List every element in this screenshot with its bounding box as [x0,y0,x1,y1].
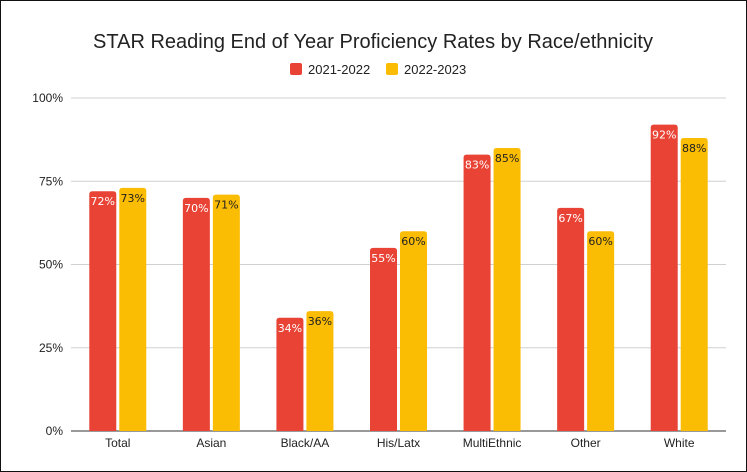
data-label: 60% [588,235,612,248]
x-category-label: White [664,436,695,450]
data-label: 88% [682,142,706,155]
bar-2021-2022-Other [557,207,585,431]
bars [89,124,708,432]
data-label: 92% [652,129,676,142]
y-tick-label: 25% [39,341,63,355]
data-label: 60% [401,235,425,248]
bar-2021-2022-MultiEthnic [463,154,491,432]
bar-2021-2022-Black/AA [276,317,304,431]
legend: 2021-2022 2022-2023 [290,62,466,77]
data-label: 73% [121,192,145,205]
legend-swatch-2021-2022 [290,63,302,75]
y-tick-label: 75% [39,174,63,188]
x-axis-categories: Total Asian Black/AA His/Latx MultiEthnic Oth… [105,436,695,450]
bar-2022-2023-Other [587,231,615,431]
x-category-label: MultiEthnic [463,436,522,450]
legend-label-2021-2022: 2021-2022 [308,62,370,77]
y-tick-label: 0% [46,424,64,438]
y-axis-ticks: 0% 25% 50% 75% 100% [32,91,63,438]
bar-2021-2022-Asian [182,197,210,431]
bar-2022-2023-Black/AA [306,311,334,431]
x-category-label: Black/AA [281,436,330,450]
bar-2022-2023-MultiEthnic [493,147,521,431]
data-label: 34% [278,322,302,335]
data-labels: 72% 73% 70% 71% 34% 36% 55% 60% 83% 85% 67% 60% 92% 8… [91,129,707,335]
x-category-label: His/Latx [377,436,420,450]
bar-2022-2023-His/Latx [400,231,427,431]
bar-2021-2022-White [650,124,678,431]
data-label: 36% [308,315,332,328]
bar-2022-2023-Asian [212,194,240,431]
legend-swatch-2022-2023 [386,63,398,75]
data-label: 85% [495,152,519,165]
chart-title: STAR Reading End of Year Proficiency Rat… [93,31,653,53]
bar-2022-2023-White [680,137,708,431]
data-label: 72% [91,195,115,208]
data-label: 55% [371,252,395,265]
x-category-label: Total [105,436,130,450]
y-tick-label: 100% [32,91,63,105]
y-tick-label: 50% [39,258,63,272]
bar-2021-2022-His/Latx [370,247,397,431]
data-label: 71% [214,199,238,212]
data-label: 83% [465,159,489,172]
bar-2022-2023-Total [119,187,147,431]
legend-label-2022-2023: 2022-2023 [404,62,466,77]
data-label: 67% [558,212,582,225]
gridlines [71,97,726,432]
x-category-label: Other [571,436,601,450]
x-category-label: Asian [196,436,226,450]
bar-2021-2022-Total [89,191,117,431]
data-label: 70% [184,202,208,215]
